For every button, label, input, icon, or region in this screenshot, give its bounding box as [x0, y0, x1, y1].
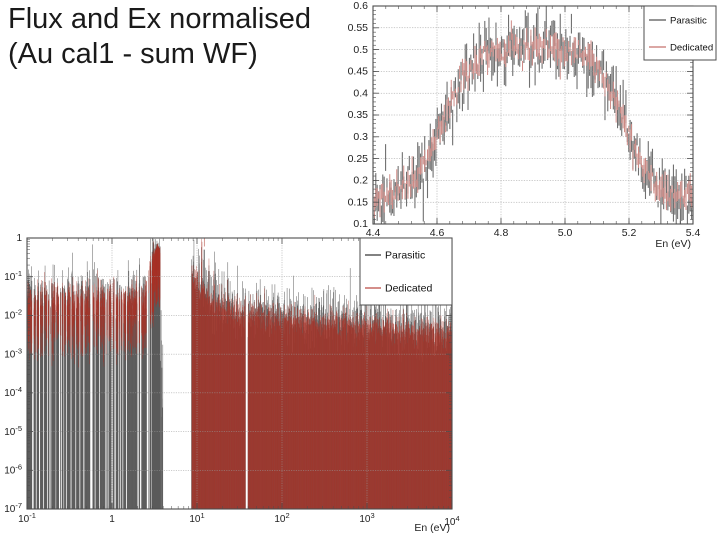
- svg-text:Dedicated: Dedicated: [385, 283, 432, 295]
- svg-text:4.4: 4.4: [366, 227, 381, 239]
- svg-text:4.8: 4.8: [494, 227, 509, 239]
- svg-text:Parasitic: Parasitic: [385, 250, 425, 262]
- svg-text:En (eV): En (eV): [655, 238, 691, 250]
- svg-text:10-2: 10-2: [4, 307, 22, 322]
- svg-text:10-3: 10-3: [4, 346, 22, 361]
- svg-text:5.0: 5.0: [558, 227, 573, 239]
- svg-text:1: 1: [16, 233, 22, 244]
- svg-text:5.2: 5.2: [622, 227, 637, 239]
- svg-text:10-1: 10-1: [4, 268, 22, 283]
- svg-text:4.6: 4.6: [430, 227, 445, 239]
- svg-text:0.15: 0.15: [348, 196, 369, 208]
- svg-text:Dedicated: Dedicated: [670, 43, 713, 54]
- svg-text:104: 104: [444, 514, 459, 529]
- svg-text:0.2: 0.2: [353, 175, 368, 187]
- svg-text:0.5: 0.5: [353, 44, 368, 56]
- svg-text:Parasitic: Parasitic: [670, 16, 707, 27]
- svg-text:102: 102: [274, 511, 289, 526]
- svg-text:0.25: 0.25: [348, 153, 369, 165]
- svg-text:10-4: 10-4: [4, 385, 22, 400]
- svg-text:0.3: 0.3: [353, 131, 368, 143]
- svg-text:103: 103: [359, 511, 374, 526]
- svg-text:0.6: 0.6: [353, 0, 368, 12]
- svg-text:0.35: 0.35: [348, 109, 369, 121]
- svg-text:10-5: 10-5: [4, 423, 22, 438]
- svg-text:1: 1: [109, 514, 115, 525]
- svg-text:10-1: 10-1: [18, 511, 36, 526]
- svg-text:10-6: 10-6: [4, 462, 22, 477]
- svg-text:0.4: 0.4: [353, 87, 368, 99]
- svg-text:0.55: 0.55: [348, 22, 369, 34]
- svg-text:0.45: 0.45: [348, 66, 369, 78]
- svg-text:101: 101: [189, 511, 204, 526]
